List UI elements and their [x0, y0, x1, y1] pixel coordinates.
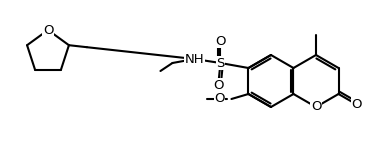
Text: O: O	[43, 24, 53, 36]
Text: S: S	[216, 56, 225, 69]
Text: O: O	[352, 98, 362, 111]
Text: O: O	[213, 79, 224, 92]
Text: O: O	[311, 100, 321, 113]
Text: NH: NH	[185, 52, 204, 65]
Text: O: O	[214, 92, 225, 105]
Text: O: O	[215, 35, 226, 48]
